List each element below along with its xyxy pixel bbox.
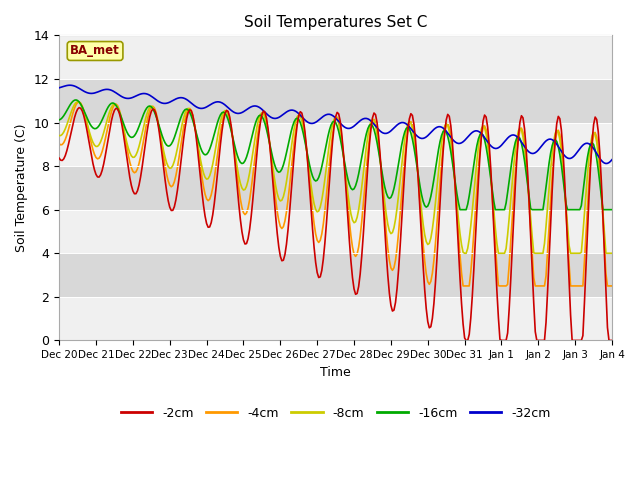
Text: BA_met: BA_met	[70, 45, 120, 58]
Line: -8cm: -8cm	[59, 102, 612, 253]
-16cm	[372, 132, 380, 138]
-8cm	[372, 123, 380, 129]
-32cm	[403, 121, 410, 127]
Line: -4cm: -4cm	[59, 102, 612, 286]
-8cm	[70, 102, 78, 108]
-16cm	[544, 171, 552, 177]
-4cm	[70, 105, 78, 111]
-16cm	[70, 97, 78, 103]
-2cm	[372, 112, 380, 118]
-2cm	[403, 145, 410, 151]
-16cm	[390, 186, 398, 192]
Bar	[59, 36, 612, 79]
-8cm	[608, 251, 616, 256]
-32cm	[372, 123, 380, 129]
-32cm	[160, 100, 168, 106]
-2cm	[608, 337, 616, 343]
-2cm	[76, 105, 83, 110]
-4cm	[372, 120, 380, 125]
-8cm	[544, 204, 552, 210]
Legend: -2cm, -4cm, -8cm, -16cm, -32cm: -2cm, -4cm, -8cm, -16cm, -32cm	[116, 402, 556, 425]
-2cm	[70, 115, 78, 120]
-8cm	[55, 132, 63, 138]
X-axis label: Time: Time	[320, 366, 351, 379]
-32cm	[602, 161, 610, 167]
-8cm	[461, 251, 468, 256]
-32cm	[66, 83, 74, 88]
-2cm	[390, 307, 398, 313]
-2cm	[160, 165, 168, 170]
Bar	[59, 210, 612, 253]
-4cm	[460, 283, 467, 289]
-2cm	[462, 337, 470, 343]
-8cm	[403, 127, 410, 133]
Line: -32cm: -32cm	[59, 85, 612, 164]
Line: -16cm: -16cm	[59, 100, 612, 210]
-4cm	[76, 99, 83, 105]
Y-axis label: Soil Temperature (C): Soil Temperature (C)	[15, 124, 28, 252]
-4cm	[390, 265, 398, 271]
-2cm	[544, 289, 552, 295]
-8cm	[390, 225, 398, 230]
-16cm	[403, 126, 410, 132]
-8cm	[74, 99, 81, 105]
-4cm	[160, 154, 168, 159]
Bar	[59, 297, 612, 340]
-4cm	[608, 283, 616, 289]
-32cm	[55, 85, 63, 91]
-16cm	[72, 97, 80, 103]
-8cm	[160, 148, 168, 154]
-16cm	[608, 207, 616, 213]
-16cm	[160, 137, 168, 143]
-16cm	[456, 207, 464, 213]
-4cm	[55, 141, 63, 146]
-32cm	[608, 156, 616, 162]
Line: -2cm: -2cm	[59, 108, 612, 340]
-4cm	[544, 249, 552, 255]
-4cm	[403, 139, 410, 145]
-2cm	[55, 155, 63, 161]
-16cm	[55, 117, 63, 123]
-32cm	[542, 138, 550, 144]
Bar	[59, 122, 612, 166]
-32cm	[390, 125, 398, 131]
Title: Soil Temperatures Set C: Soil Temperatures Set C	[244, 15, 428, 30]
-32cm	[72, 84, 80, 90]
